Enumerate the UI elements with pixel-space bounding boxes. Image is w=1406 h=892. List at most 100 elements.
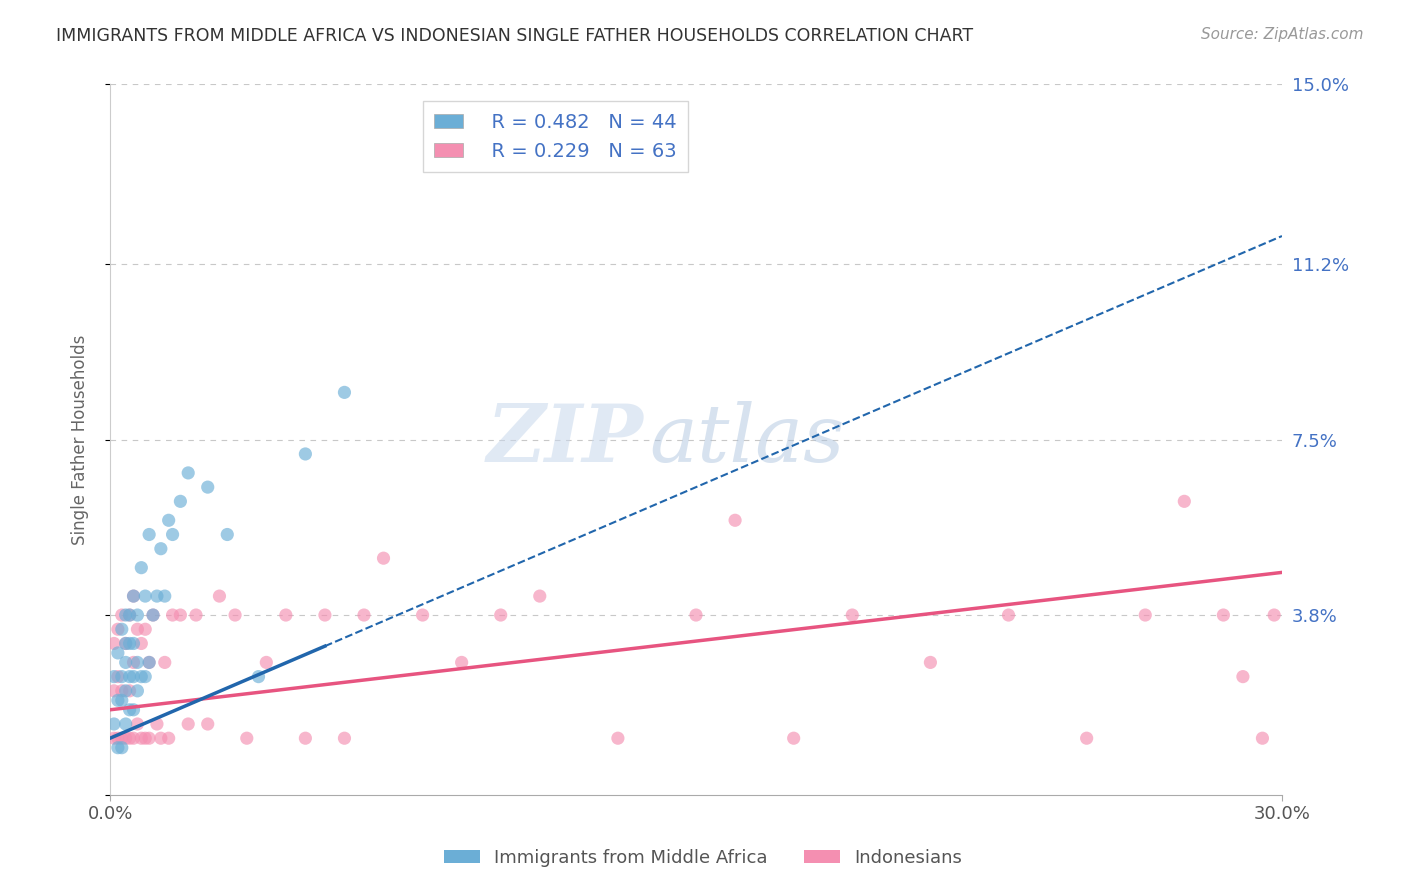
Point	[169, 608, 191, 623]
Point	[114, 636, 136, 650]
Point	[127, 622, 149, 636]
Point	[114, 717, 136, 731]
Point	[294, 447, 316, 461]
Point	[1212, 608, 1234, 623]
Legend: Immigrants from Middle Africa, Indonesians: Immigrants from Middle Africa, Indonesia…	[436, 842, 970, 874]
Point	[162, 527, 184, 541]
Point	[127, 656, 149, 670]
Point	[489, 608, 512, 623]
Point	[118, 608, 141, 623]
Point	[111, 683, 134, 698]
Point	[1251, 731, 1274, 746]
Point	[247, 670, 270, 684]
Y-axis label: Single Father Households: Single Father Households	[72, 334, 89, 545]
Point	[138, 527, 160, 541]
Point	[122, 731, 145, 746]
Point	[103, 636, 125, 650]
Point	[254, 656, 277, 670]
Point	[685, 608, 707, 623]
Point	[1263, 608, 1285, 623]
Point	[131, 560, 153, 574]
Point	[111, 622, 134, 636]
Point	[841, 608, 863, 623]
Point	[153, 589, 176, 603]
Point	[107, 646, 129, 660]
Point	[118, 683, 141, 698]
Point	[122, 656, 145, 670]
Point	[114, 656, 136, 670]
Point	[134, 731, 156, 746]
Point	[146, 717, 169, 731]
Point	[333, 385, 356, 400]
Point	[217, 527, 239, 541]
Point	[142, 608, 165, 623]
Point	[782, 731, 804, 746]
Point	[103, 731, 125, 746]
Point	[224, 608, 246, 623]
Point	[353, 608, 375, 623]
Point	[1173, 494, 1195, 508]
Point	[149, 541, 172, 556]
Point	[724, 513, 747, 527]
Point	[131, 670, 153, 684]
Point	[127, 683, 149, 698]
Point	[127, 717, 149, 731]
Point	[122, 670, 145, 684]
Point	[114, 683, 136, 698]
Point	[169, 494, 191, 508]
Point	[134, 622, 156, 636]
Point	[997, 608, 1019, 623]
Point	[111, 731, 134, 746]
Point	[122, 703, 145, 717]
Point	[197, 717, 219, 731]
Point	[131, 636, 153, 650]
Point	[103, 670, 125, 684]
Point	[127, 608, 149, 623]
Point	[114, 731, 136, 746]
Point	[111, 608, 134, 623]
Point	[606, 731, 628, 746]
Point	[107, 731, 129, 746]
Point	[184, 608, 207, 623]
Point	[146, 589, 169, 603]
Point	[1135, 608, 1157, 623]
Point	[1232, 670, 1254, 684]
Point	[114, 636, 136, 650]
Point	[450, 656, 472, 670]
Point	[157, 731, 180, 746]
Point	[122, 589, 145, 603]
Point	[111, 693, 134, 707]
Point	[208, 589, 231, 603]
Point	[107, 670, 129, 684]
Legend:   R = 0.482   N = 44,   R = 0.229   N = 63: R = 0.482 N = 44, R = 0.229 N = 63	[423, 102, 688, 172]
Point	[118, 703, 141, 717]
Point	[138, 656, 160, 670]
Point	[107, 622, 129, 636]
Point	[149, 731, 172, 746]
Point	[134, 670, 156, 684]
Point	[142, 608, 165, 623]
Point	[157, 513, 180, 527]
Point	[177, 466, 200, 480]
Point	[111, 740, 134, 755]
Point	[373, 551, 395, 566]
Point	[294, 731, 316, 746]
Point	[107, 740, 129, 755]
Text: atlas: atlas	[650, 401, 845, 478]
Point	[153, 656, 176, 670]
Point	[103, 717, 125, 731]
Point	[236, 731, 259, 746]
Point	[177, 717, 200, 731]
Point	[114, 608, 136, 623]
Text: ZIP: ZIP	[486, 401, 644, 478]
Point	[111, 670, 134, 684]
Point	[197, 480, 219, 494]
Point	[314, 608, 336, 623]
Point	[333, 731, 356, 746]
Point	[118, 636, 141, 650]
Point	[131, 731, 153, 746]
Point	[529, 589, 551, 603]
Point	[122, 589, 145, 603]
Point	[122, 636, 145, 650]
Point	[118, 670, 141, 684]
